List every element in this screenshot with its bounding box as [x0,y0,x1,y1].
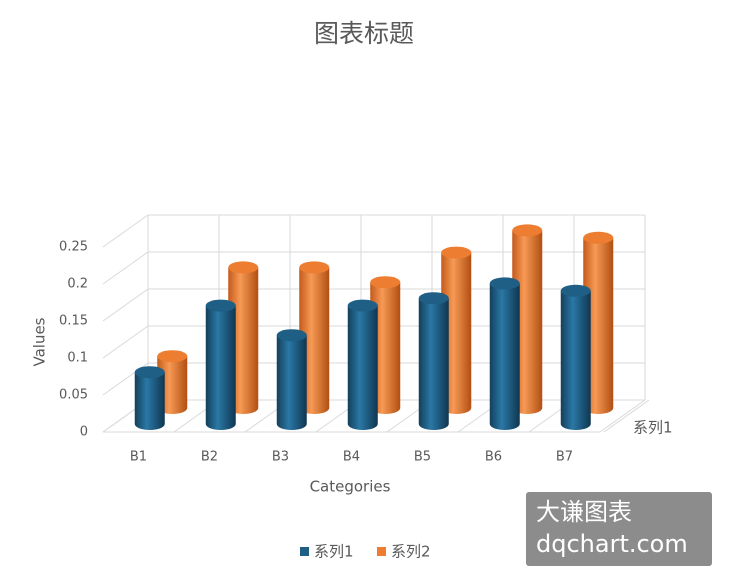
floor-line [599,399,646,433]
bar [205,299,236,431]
grid-line [102,214,645,248]
bar-top [560,284,591,297]
bar-top [134,366,165,379]
y-tick-label: 0.25 [59,240,88,255]
x-tick-label: B5 [414,450,431,465]
y-tick-label: 0.1 [67,351,88,366]
bar-body [560,290,591,431]
bar-body [489,283,520,431]
bar [418,292,449,431]
x-tick-label: B2 [201,450,218,465]
watermark-text: dqchart.com [536,530,688,558]
bar [347,299,378,431]
legend-label: 系列2 [391,543,431,561]
y-tick-label: 0 [80,425,88,440]
bar-top [418,292,449,305]
watermark: 大谦图表 dqchart.com [526,492,712,566]
bar-top [347,299,378,312]
bar-body [134,372,165,431]
y-tick-label: 0.2 [67,277,88,292]
legend-label: 系列1 [314,543,354,561]
legend-swatch [377,547,386,556]
bar-top [583,231,614,244]
bar-top [512,224,543,237]
x-tick-label: B7 [556,450,573,465]
bar-top [489,277,520,290]
bar-top [441,246,472,259]
x-tick-label: B4 [343,450,360,465]
x-axis-title: Categories [310,478,391,496]
bar-top [370,276,401,289]
x-tick-label: B3 [272,450,289,465]
legend-swatch [300,547,309,556]
bar-top [157,350,188,363]
depth-axis [603,399,650,433]
chart-title: 图表标题 [314,19,414,48]
bar [489,277,520,431]
watermark-box [526,492,712,566]
bar-body [276,335,307,431]
depth-label: 系列1 [633,419,673,437]
bar [134,366,165,431]
bar-body [205,305,236,431]
bar-top [228,261,259,274]
bar [560,284,591,431]
x-tick-label: B6 [485,450,502,465]
bar [276,329,307,431]
bar-body [347,305,378,431]
x-tick-label: B1 [130,450,147,465]
y-axis-title: Values [31,317,49,366]
y-tick-label: 0.15 [59,314,88,329]
bar-top [299,261,330,274]
bar-top [276,329,307,342]
bar-body [418,298,449,431]
watermark-text: 大谦图表 [536,498,632,526]
bar-top [205,299,236,312]
y-tick-label: 0.05 [59,388,88,403]
